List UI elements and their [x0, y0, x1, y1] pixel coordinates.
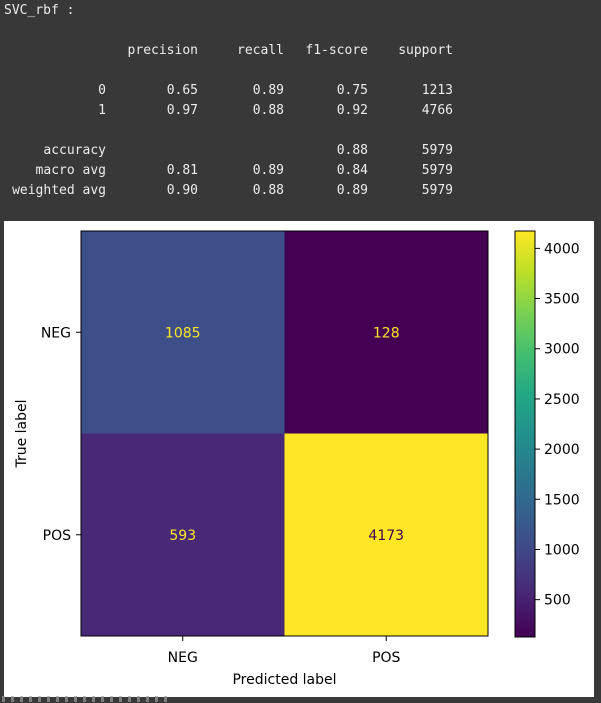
colorbar [514, 230, 536, 638]
x-tick-label: POS [372, 650, 400, 666]
report-cell: 0.89 [252, 83, 284, 98]
report-cell: 0.97 [166, 103, 198, 118]
report-cell: 5979 [421, 143, 453, 158]
report-header-f1-score: f1-score [305, 43, 368, 58]
report-row-label: accuracy [43, 143, 106, 158]
colorbar-tick-label: 500 [544, 593, 571, 609]
matrix-cell-neg-neg [81, 231, 285, 434]
report-cell: 1213 [421, 83, 453, 98]
y-axis-label: True label [14, 399, 30, 468]
cell-value-label: 4173 [368, 528, 404, 544]
colorbar-tick-label: 3500 [544, 292, 580, 308]
colorbar-tick-label: 3000 [544, 342, 580, 358]
report-header-recall: recall [237, 43, 284, 58]
colorbar-tick-label: 2500 [544, 392, 580, 408]
report-cell: 0.84 [336, 163, 368, 178]
report-cell: 0.65 [166, 83, 198, 98]
report-row-label: weighted avg [12, 183, 106, 198]
cell-value-label: 593 [169, 528, 196, 544]
x-tick-label: NEG [168, 650, 198, 666]
model-title: SVC_rbf : [4, 3, 75, 18]
report-cell: 0.92 [336, 103, 368, 118]
report-header-support: support [398, 43, 453, 58]
x-axis-label: Predicted label [232, 672, 336, 688]
matrix-cell-neg-pos [284, 231, 488, 434]
cell-value-label: 1085 [165, 325, 201, 341]
colorbar-tick-label: 2000 [544, 442, 580, 458]
report-row-label: 0 [98, 83, 106, 98]
plot-frame [80, 230, 489, 637]
matrix-cell-pos-neg [81, 433, 285, 636]
report-cell: 0.81 [166, 163, 198, 178]
report-cell: 5979 [421, 163, 453, 178]
colorbar-tick-label: 1500 [544, 492, 580, 508]
matrix-cell-pos-pos [284, 433, 488, 636]
report-row-label: macro avg [35, 163, 106, 178]
report-cell: 5979 [421, 183, 453, 198]
report-cell: 0.88 [336, 143, 368, 158]
report-cell: 0.75 [336, 83, 368, 98]
report-cell: 0.90 [166, 183, 198, 198]
report-header-precision: precision [127, 43, 198, 58]
y-tick-label: POS [43, 528, 71, 544]
report-row-label: 1 [98, 103, 106, 118]
report-cell: 0.89 [336, 183, 368, 198]
cell-value-label: 128 [373, 325, 400, 341]
colorbar-tick-label: 4000 [544, 241, 580, 257]
colorbar-tick-label: 1000 [544, 542, 580, 558]
confusion-matrix-figure: 1085 128 593 4173 NEG POS NEG POS Predicted labe… [4, 221, 594, 697]
y-tick-label: NEG [41, 325, 71, 341]
report-cell: 0.88 [252, 103, 284, 118]
confusion-matrix-chart: 1085 128 593 4173 NEG POS NEG POS Predicted labe… [14, 230, 580, 688]
report-cell: 0.88 [252, 183, 284, 198]
output-scroll-edge [2, 696, 172, 702]
report-cell: 4766 [421, 103, 453, 118]
report-cell: 0.89 [252, 163, 284, 178]
